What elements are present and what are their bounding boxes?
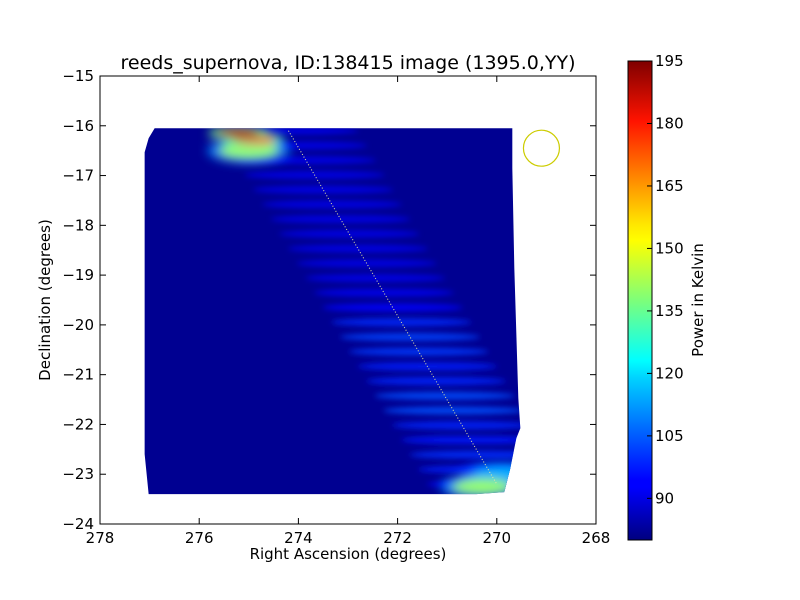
y-tick-label: −21 [62,366,94,384]
emission-band [313,288,454,297]
chart-title: reeds_supernova, ID:138415 image (1395.0… [120,52,575,74]
x-axis: 278 276 274 272 270 268 [86,76,611,547]
emission-band [305,274,446,283]
colorbar-tick-label: 150 [655,239,684,257]
y-tick-label: −17 [62,167,94,185]
y-tick-label: −16 [62,117,94,135]
y-axis: −15 −16 −17 −18 −19 −20 −21 −22 −23 −24 [62,67,596,533]
colorbar-gradient [627,60,653,541]
y-tick-label: −19 [62,266,94,284]
emission-band [366,377,507,386]
heatmap [144,128,521,495]
plot-area [144,128,561,495]
emission-band [348,347,489,356]
x-tick-label: 278 [86,529,115,547]
y-tick-label: −15 [62,67,94,85]
y-tick-label: −22 [62,415,94,433]
emission-band [340,332,480,341]
x-tick-label: 272 [383,529,412,547]
emission-band [279,229,420,238]
colorbar-tick-label: 105 [655,427,684,445]
footprint [144,128,521,495]
emission-band [261,200,402,209]
emission-band [253,185,394,194]
hotspot [451,478,512,495]
y-tick-label: −24 [62,515,94,533]
axes-frame [99,75,597,525]
emission-band [322,303,463,312]
colorbar-tick-label: 90 [655,489,674,507]
x-tick-label: 274 [284,529,313,547]
y-tick-label: −20 [62,316,94,334]
emission-band [392,421,521,430]
colorbar-tick-label: 180 [655,114,684,132]
colorbar-ticks: 90 105 120 135 150 165 180 195 [647,52,684,507]
colorbar-label: Power in Kelvin [689,243,707,357]
colorbar-tick-label: 135 [655,302,684,320]
emission-band [400,436,521,444]
y-tick-label: −23 [62,465,94,483]
colorbar-tick-label: 195 [655,52,684,70]
colorbar-tick-label: 120 [655,364,684,382]
y-tick-label: −18 [62,216,94,234]
colorbar-tick-label: 165 [655,177,684,195]
colorbar: 90 105 120 135 150 165 180 195 Power in Kelvin [627,52,707,541]
x-axis-label: Right Ascension (degrees) [250,545,447,563]
x-tick-label: 276 [185,529,214,547]
x-tick-label: 268 [582,529,611,547]
y-axis-label: Declination (degrees) [36,219,54,381]
circle-marker [522,129,561,167]
emission-band [374,391,515,400]
x-tick-label: 270 [482,529,511,547]
hotspot [216,128,261,139]
emission-band [287,244,428,253]
